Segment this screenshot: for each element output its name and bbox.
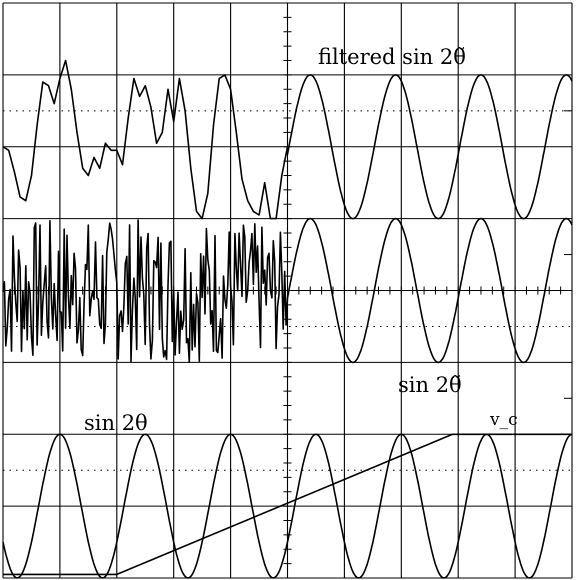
trace-vc	[3, 433, 572, 576]
label-vc: v_c	[489, 410, 518, 430]
label-filtered: filtered sin 2θ̃	[318, 45, 466, 69]
trace-actual	[2, 433, 573, 579]
trace-estimated	[2, 217, 573, 364]
label-estimated: sin 2θ̃	[398, 373, 462, 397]
trace-filtered	[2, 59, 573, 220]
label-actual: sin 2θ	[84, 411, 148, 435]
